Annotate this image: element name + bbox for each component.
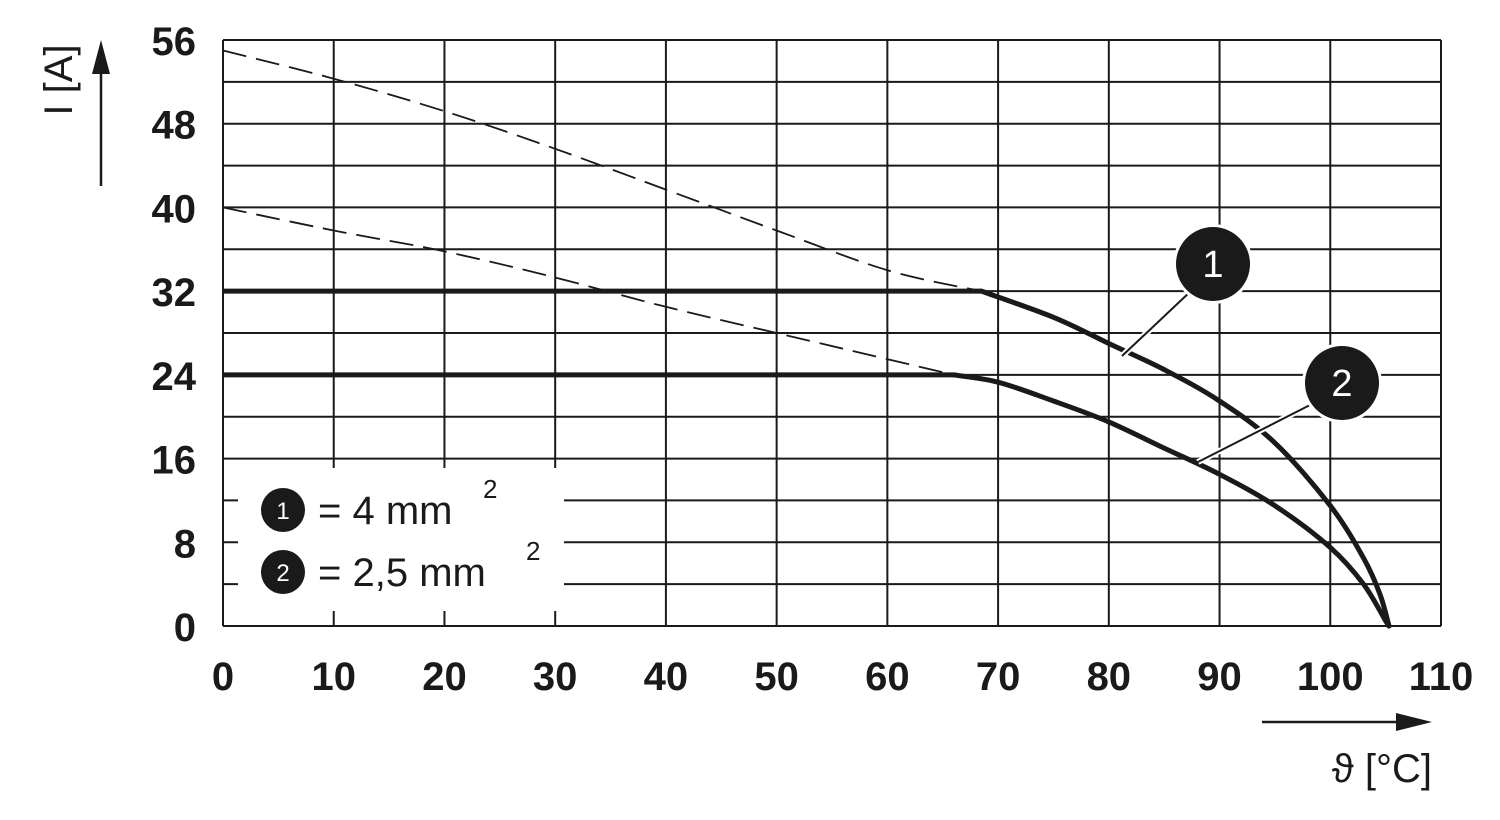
x-axis-arrow-icon <box>1262 713 1432 731</box>
y-tick-label: 8 <box>174 522 196 566</box>
series-2-extrapolation-line <box>222 206 955 376</box>
curve-marker-2 <box>1305 346 1379 420</box>
x-tick-label: 60 <box>865 655 910 699</box>
curve-1-callout: 1 <box>1119 224 1253 359</box>
series-1-extrapolation-line <box>222 49 982 292</box>
x-tick-label: 40 <box>644 655 689 699</box>
curve-2-callout: 2 <box>1196 343 1382 465</box>
legend-label: = 4 mm <box>318 489 452 533</box>
tick-labels: 0 10 20 30 40 50 60 70 80 90 100 110 0 8 16 24 32 40 48 56 <box>152 20 1474 699</box>
legend-marker-2 <box>261 550 305 594</box>
x-tick-label: 10 <box>311 655 356 699</box>
legend-superscript: 2 <box>483 474 497 504</box>
x-tick-label: 20 <box>422 655 467 699</box>
y-tick-label: 48 <box>152 104 197 148</box>
y-tick-label: 24 <box>152 355 197 399</box>
y-axis-title: I [A] <box>37 44 81 115</box>
legend-marker-1 <box>261 488 305 532</box>
x-tick-label: 110 <box>1409 655 1474 699</box>
x-tick-label: 50 <box>754 655 799 699</box>
y-tick-label: 56 <box>152 20 197 64</box>
x-tick-label: 30 <box>533 655 578 699</box>
x-tick-label: 70 <box>976 655 1021 699</box>
legend-entry: 1 = 4 mm 2 <box>261 474 497 533</box>
series-1-derating-curve <box>979 288 1392 629</box>
y-tick-label: 16 <box>152 439 197 483</box>
curves <box>222 49 1392 629</box>
curve-marker-label: 2 <box>1331 363 1352 405</box>
legend-entry: 2 = 2,5 mm 2 <box>261 536 540 595</box>
curve-marker-1 <box>1176 227 1250 301</box>
y-tick-label: 32 <box>152 271 197 315</box>
y-tick-label: 40 <box>152 187 197 231</box>
legend: 1 = 4 mm 2 2 = 2,5 mm 2 <box>238 468 564 611</box>
x-axis-title: ϑ [°C] <box>1332 747 1432 791</box>
series-2-derating-curve <box>951 372 1392 629</box>
legend-label: = 2,5 mm <box>318 551 486 595</box>
legend-marker-label: 1 <box>276 498 289 525</box>
y-tick-label: 0 <box>174 606 196 650</box>
x-tick-label: 80 <box>1087 655 1132 699</box>
x-tick-label: 0 <box>212 655 234 699</box>
curve-marker-label: 1 <box>1202 244 1223 286</box>
x-tick-label: 90 <box>1197 655 1242 699</box>
legend-superscript: 2 <box>526 536 540 566</box>
y-axis-arrow-icon <box>92 40 110 186</box>
legend-marker-label: 2 <box>276 560 289 587</box>
x-tick-label: 100 <box>1297 655 1364 699</box>
